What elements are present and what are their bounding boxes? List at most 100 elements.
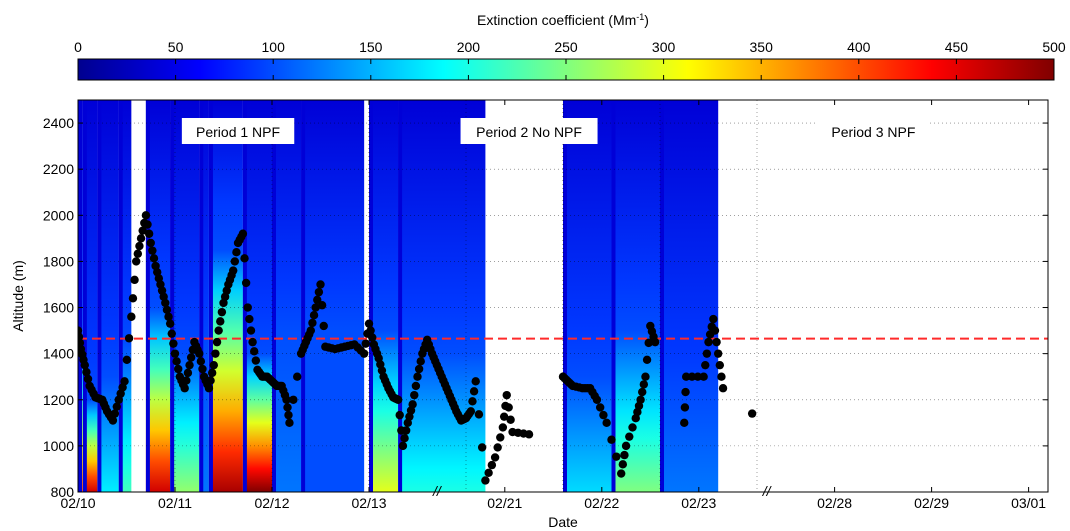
colorbar-tick-label: 300 bbox=[652, 39, 676, 55]
boundary-layer-point bbox=[311, 303, 320, 312]
boundary-layer-point bbox=[414, 364, 424, 374]
extinction-column bbox=[97, 100, 119, 492]
boundary-layer-point bbox=[283, 403, 292, 412]
cloud-mask-column bbox=[660, 100, 664, 492]
boundary-layer-point bbox=[110, 409, 120, 418]
x-axis: 02/10 02/11 02/12 02/13 02/21 02/22 02/23 02/28… bbox=[60, 100, 1046, 511]
extinction-column bbox=[660, 100, 719, 492]
boundary-layer-point bbox=[130, 275, 139, 285]
boundary-layer-point bbox=[196, 357, 206, 366]
boundary-layer-point bbox=[108, 416, 118, 425]
cloud-mask-column bbox=[208, 100, 213, 492]
boundary-layer-point bbox=[250, 347, 259, 356]
boundary-layer-point bbox=[496, 433, 505, 442]
boundary-layer-point bbox=[481, 476, 490, 485]
boundary-layer-point bbox=[214, 326, 223, 335]
boundary-layer-point bbox=[484, 468, 493, 477]
boundary-layer-point bbox=[172, 357, 181, 366]
boundary-layer-point bbox=[128, 294, 138, 303]
boundary-layer-point bbox=[625, 432, 634, 441]
x-tick-label: 02/22 bbox=[584, 495, 619, 511]
boundary-layer-point bbox=[144, 229, 154, 238]
boundary-layer-point bbox=[487, 460, 497, 470]
y-axis: 800 1000 1200 1400 1600 1800 2000 2200 2400 bbox=[43, 115, 1048, 500]
boundary-layer-point bbox=[650, 337, 660, 347]
boundary-layer-point bbox=[313, 295, 322, 305]
boundary-layer-point bbox=[240, 254, 249, 263]
boundary-layer-point bbox=[209, 360, 218, 370]
boundary-layer-point bbox=[398, 441, 408, 451]
x-tick-label: 02/21 bbox=[487, 495, 522, 511]
y-tick-label: 1400 bbox=[43, 346, 74, 362]
boundary-layer-point bbox=[246, 326, 256, 335]
boundary-layer-point bbox=[400, 433, 409, 443]
boundary-layer-point bbox=[466, 407, 476, 416]
boundary-layer-point bbox=[644, 338, 653, 348]
boundary-layer-point bbox=[493, 443, 502, 452]
boundary-layer-points bbox=[78, 211, 757, 485]
boundary-layer-point bbox=[211, 349, 220, 358]
boundary-layer-point bbox=[245, 314, 254, 324]
boundary-layer-point bbox=[282, 395, 291, 404]
cloud-mask-column bbox=[369, 100, 373, 492]
x-axis-label: Date bbox=[548, 514, 578, 530]
x-tick-label: 02/23 bbox=[681, 495, 716, 511]
boundary-layer-point bbox=[251, 356, 261, 365]
boundary-layer-point bbox=[161, 298, 170, 308]
boundary-layer-point bbox=[704, 337, 713, 347]
boundary-layer-point bbox=[621, 441, 631, 451]
boundary-layer-point bbox=[617, 469, 626, 478]
boundary-layer-point bbox=[124, 334, 134, 343]
colorbar-tick-label: 350 bbox=[750, 39, 774, 55]
boundary-layer-point bbox=[395, 410, 404, 420]
boundary-layer-point bbox=[212, 337, 222, 347]
boundary-layer-point bbox=[408, 400, 417, 409]
boundary-layer-point bbox=[599, 410, 608, 420]
boundary-layer-point bbox=[216, 317, 225, 326]
boundary-layer-point bbox=[504, 403, 513, 412]
y-tick-label: 2400 bbox=[43, 115, 74, 131]
boundary-layer-point bbox=[607, 435, 616, 444]
period-labels: Period 1 NPF Period 2 No NPF Period 3 NPF bbox=[181, 118, 930, 144]
boundary-layer-point bbox=[180, 384, 189, 393]
boundary-layer-point bbox=[636, 395, 645, 404]
boundary-layer-point bbox=[80, 360, 89, 370]
colorbar-tick-label: 100 bbox=[262, 39, 286, 55]
cloud-mask-column bbox=[398, 100, 403, 492]
boundary-layer-point bbox=[229, 266, 238, 275]
colorbar: Extinction coefficient (Mm-1) 0 50 100 150 2… bbox=[74, 12, 1066, 81]
extinction-column bbox=[611, 100, 660, 492]
boundary-layer-point bbox=[143, 220, 152, 229]
boundary-layer-point bbox=[628, 423, 637, 432]
cloud-mask-column bbox=[145, 100, 150, 492]
boundary-layer-point bbox=[138, 226, 147, 235]
extinction-column bbox=[272, 100, 302, 492]
x-tick-label: 02/29 bbox=[914, 495, 949, 511]
period-label: Period 2 No NPF bbox=[476, 124, 582, 140]
colorbar-tick-label: 150 bbox=[359, 39, 383, 55]
boundary-layer-point bbox=[681, 387, 690, 397]
axis-breaks: // // bbox=[432, 483, 773, 499]
boundary-layer-point bbox=[167, 329, 176, 338]
boundary-layer-point bbox=[308, 318, 317, 328]
x-tick-label: 03/01 bbox=[1011, 495, 1046, 511]
boundary-layer-point bbox=[185, 360, 194, 370]
boundary-layer-point bbox=[293, 372, 302, 381]
boundary-layer-point bbox=[165, 319, 175, 328]
boundary-layer-point bbox=[284, 410, 293, 420]
boundary-layer-point bbox=[693, 372, 703, 381]
boundary-layer-point bbox=[680, 418, 689, 428]
boundary-layer-point bbox=[248, 337, 257, 347]
boundary-layer-point bbox=[368, 333, 377, 342]
boundary-layer-point bbox=[469, 387, 479, 396]
boundary-layer-point bbox=[416, 357, 425, 366]
boundary-layer-point bbox=[712, 337, 721, 347]
extinction-column bbox=[170, 100, 200, 492]
cloud-mask-column bbox=[563, 100, 567, 492]
boundary-layer-point bbox=[638, 387, 647, 397]
boundary-layer-point bbox=[701, 360, 710, 370]
y-tick-label: 800 bbox=[51, 484, 75, 500]
boundary-layer-point bbox=[359, 349, 369, 358]
boundary-layer-point bbox=[120, 377, 129, 386]
boundary-layer-point bbox=[471, 377, 480, 386]
